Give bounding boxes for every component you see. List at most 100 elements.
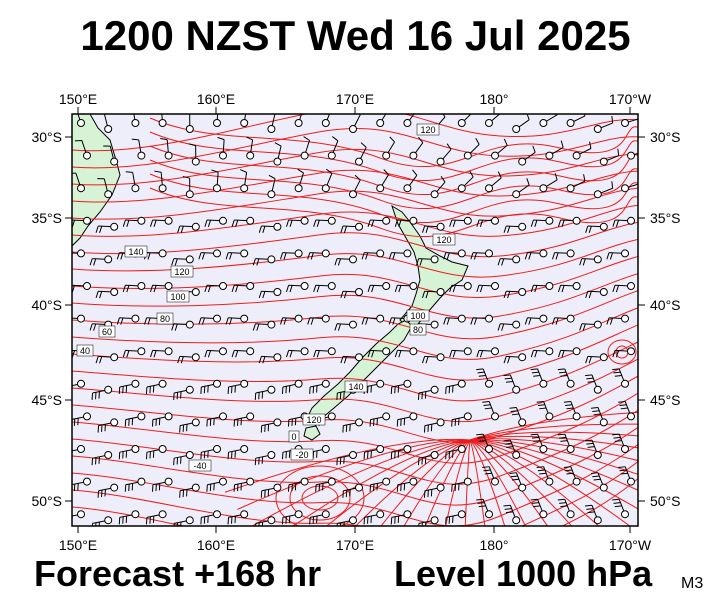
contour-loop — [289, 475, 351, 521]
lat-label-right: 30°S — [650, 129, 681, 145]
wind-barb — [530, 347, 554, 358]
wind-barb — [200, 445, 221, 460]
wind-barb — [185, 114, 194, 133]
contour-line — [149, 145, 638, 196]
wind-barb — [173, 451, 194, 466]
wind-barb — [200, 510, 221, 525]
wind-barb — [524, 249, 548, 260]
wind-barb — [149, 347, 173, 358]
wind-barb — [258, 222, 282, 233]
wind-barb — [476, 498, 493, 519]
wind-barb — [503, 504, 521, 525]
wind-barb — [572, 141, 592, 160]
wind-barb — [91, 451, 113, 466]
wind-barb — [557, 282, 581, 293]
wind-barb — [423, 418, 445, 433]
wind-barb — [539, 114, 558, 127]
wind-barb — [227, 379, 249, 394]
wind-barb — [421, 222, 445, 233]
contour-line — [354, 439, 471, 526]
wind-barb — [74, 139, 91, 160]
wind-barb — [177, 353, 200, 364]
wind-barb — [376, 114, 387, 127]
contour-line — [445, 439, 471, 526]
wind-barb — [503, 288, 527, 299]
wind-barb — [122, 282, 146, 293]
wind-barb — [213, 114, 221, 127]
wind-barb — [72, 412, 91, 426]
wind-barb — [97, 418, 119, 433]
wind-barb — [551, 249, 575, 260]
wind-barb — [125, 171, 140, 193]
wind-barb — [369, 477, 391, 492]
contour-line — [224, 438, 471, 493]
lon-label-bottom: 150°E — [59, 537, 97, 553]
wind-barb — [430, 176, 446, 199]
wind-barb — [179, 418, 200, 433]
wind-barb — [530, 216, 554, 227]
wind-barb — [281, 379, 303, 394]
wind-barb — [118, 379, 140, 394]
wind-barb — [563, 466, 581, 486]
wind-barb — [285, 216, 309, 227]
lon-label-bottom: 170°E — [336, 537, 374, 553]
model-tag: M3 — [681, 575, 704, 592]
wind-barb — [72, 477, 91, 492]
wind-barb — [497, 255, 521, 266]
wind-barb — [267, 174, 276, 199]
lat-label-left: 50°S — [31, 493, 62, 509]
wind-barb — [118, 445, 140, 460]
level-label: Level 1000 hPa — [394, 553, 653, 594]
wind-barb — [421, 353, 445, 364]
wind-barb — [206, 477, 227, 492]
wind-barb — [551, 314, 575, 325]
wind-barb — [173, 385, 194, 400]
wind-barb — [72, 249, 85, 258]
wind-barb — [476, 347, 499, 358]
wind-barb — [204, 282, 227, 293]
contour-line — [252, 439, 471, 526]
contour-label: -40 — [188, 459, 212, 472]
wind-barb — [231, 347, 255, 358]
contour-label: 80 — [409, 323, 427, 336]
wind-barb — [340, 353, 363, 364]
wind-barb — [285, 347, 309, 358]
svg-text:-40: -40 — [193, 461, 206, 471]
wind-barb — [445, 510, 466, 525]
lon-label-bottom: 180° — [480, 537, 509, 553]
wind-barb — [536, 400, 554, 421]
wind-barb — [204, 216, 227, 227]
wind-barb — [509, 472, 527, 492]
wind-barb — [369, 412, 391, 427]
wind-barb — [273, 142, 282, 166]
wind-barb — [396, 477, 418, 492]
svg-text:120: 120 — [174, 267, 189, 277]
wind-barb — [118, 510, 140, 525]
wind-barb — [72, 216, 91, 227]
wind-barb — [445, 445, 466, 460]
wind-barb — [334, 255, 357, 266]
contour-line — [469, 439, 506, 526]
wind-barb — [557, 368, 575, 388]
wind-barb — [579, 255, 602, 266]
wind-barb — [579, 320, 602, 331]
contour-line — [464, 439, 471, 526]
lat-label-left: 30°S — [31, 129, 62, 145]
wind-barb — [206, 412, 227, 427]
wind-barb — [240, 114, 249, 127]
wind-barb — [509, 406, 527, 427]
contour-line — [72, 128, 638, 169]
wind-barb — [160, 137, 173, 160]
contour-label: 0 — [288, 430, 300, 443]
wind-barb — [590, 472, 608, 492]
wind-barb — [307, 249, 330, 260]
wind-barb — [530, 498, 548, 519]
contour-label: 140 — [124, 245, 148, 258]
wind-barb — [158, 114, 167, 127]
forecast-label: Forecast +168 hr — [34, 553, 322, 594]
wind-barb — [584, 439, 602, 459]
contour-line — [72, 307, 638, 360]
wind-barb — [225, 314, 249, 325]
wind-barb — [294, 114, 303, 127]
